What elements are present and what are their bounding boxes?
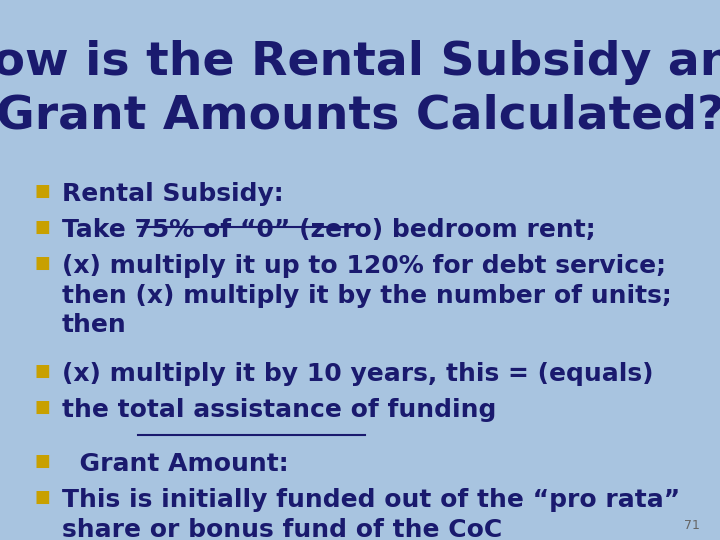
Text: Rental Subsidy:: Rental Subsidy: xyxy=(62,182,284,206)
Text: ■: ■ xyxy=(34,398,50,416)
Text: Grant Amount:: Grant Amount: xyxy=(62,452,289,476)
Text: (x) multiply it up to 120% for debt service;
then (x) multiply it by the number : (x) multiply it up to 120% for debt serv… xyxy=(62,254,672,338)
Text: This is initially funded out of the “pro rata”
share or bonus fund of the CoC: This is initially funded out of the “pro… xyxy=(62,488,680,540)
Text: the total assistance of funding: the total assistance of funding xyxy=(62,398,496,422)
Text: ■: ■ xyxy=(34,452,50,470)
Text: 71: 71 xyxy=(684,519,700,532)
Text: How is the Rental Subsidy and
Grant Amounts Calculated?: How is the Rental Subsidy and Grant Amou… xyxy=(0,40,720,139)
Text: (x) multiply it by 10 years, this = (equals): (x) multiply it by 10 years, this = (equ… xyxy=(62,362,654,386)
Text: ■: ■ xyxy=(34,182,50,200)
Text: ■: ■ xyxy=(34,254,50,272)
Text: ■: ■ xyxy=(34,488,50,506)
Text: ■: ■ xyxy=(34,362,50,380)
Text: Take 75% of “0” (zero) bedroom rent;: Take 75% of “0” (zero) bedroom rent; xyxy=(62,218,595,242)
Text: ■: ■ xyxy=(34,218,50,236)
